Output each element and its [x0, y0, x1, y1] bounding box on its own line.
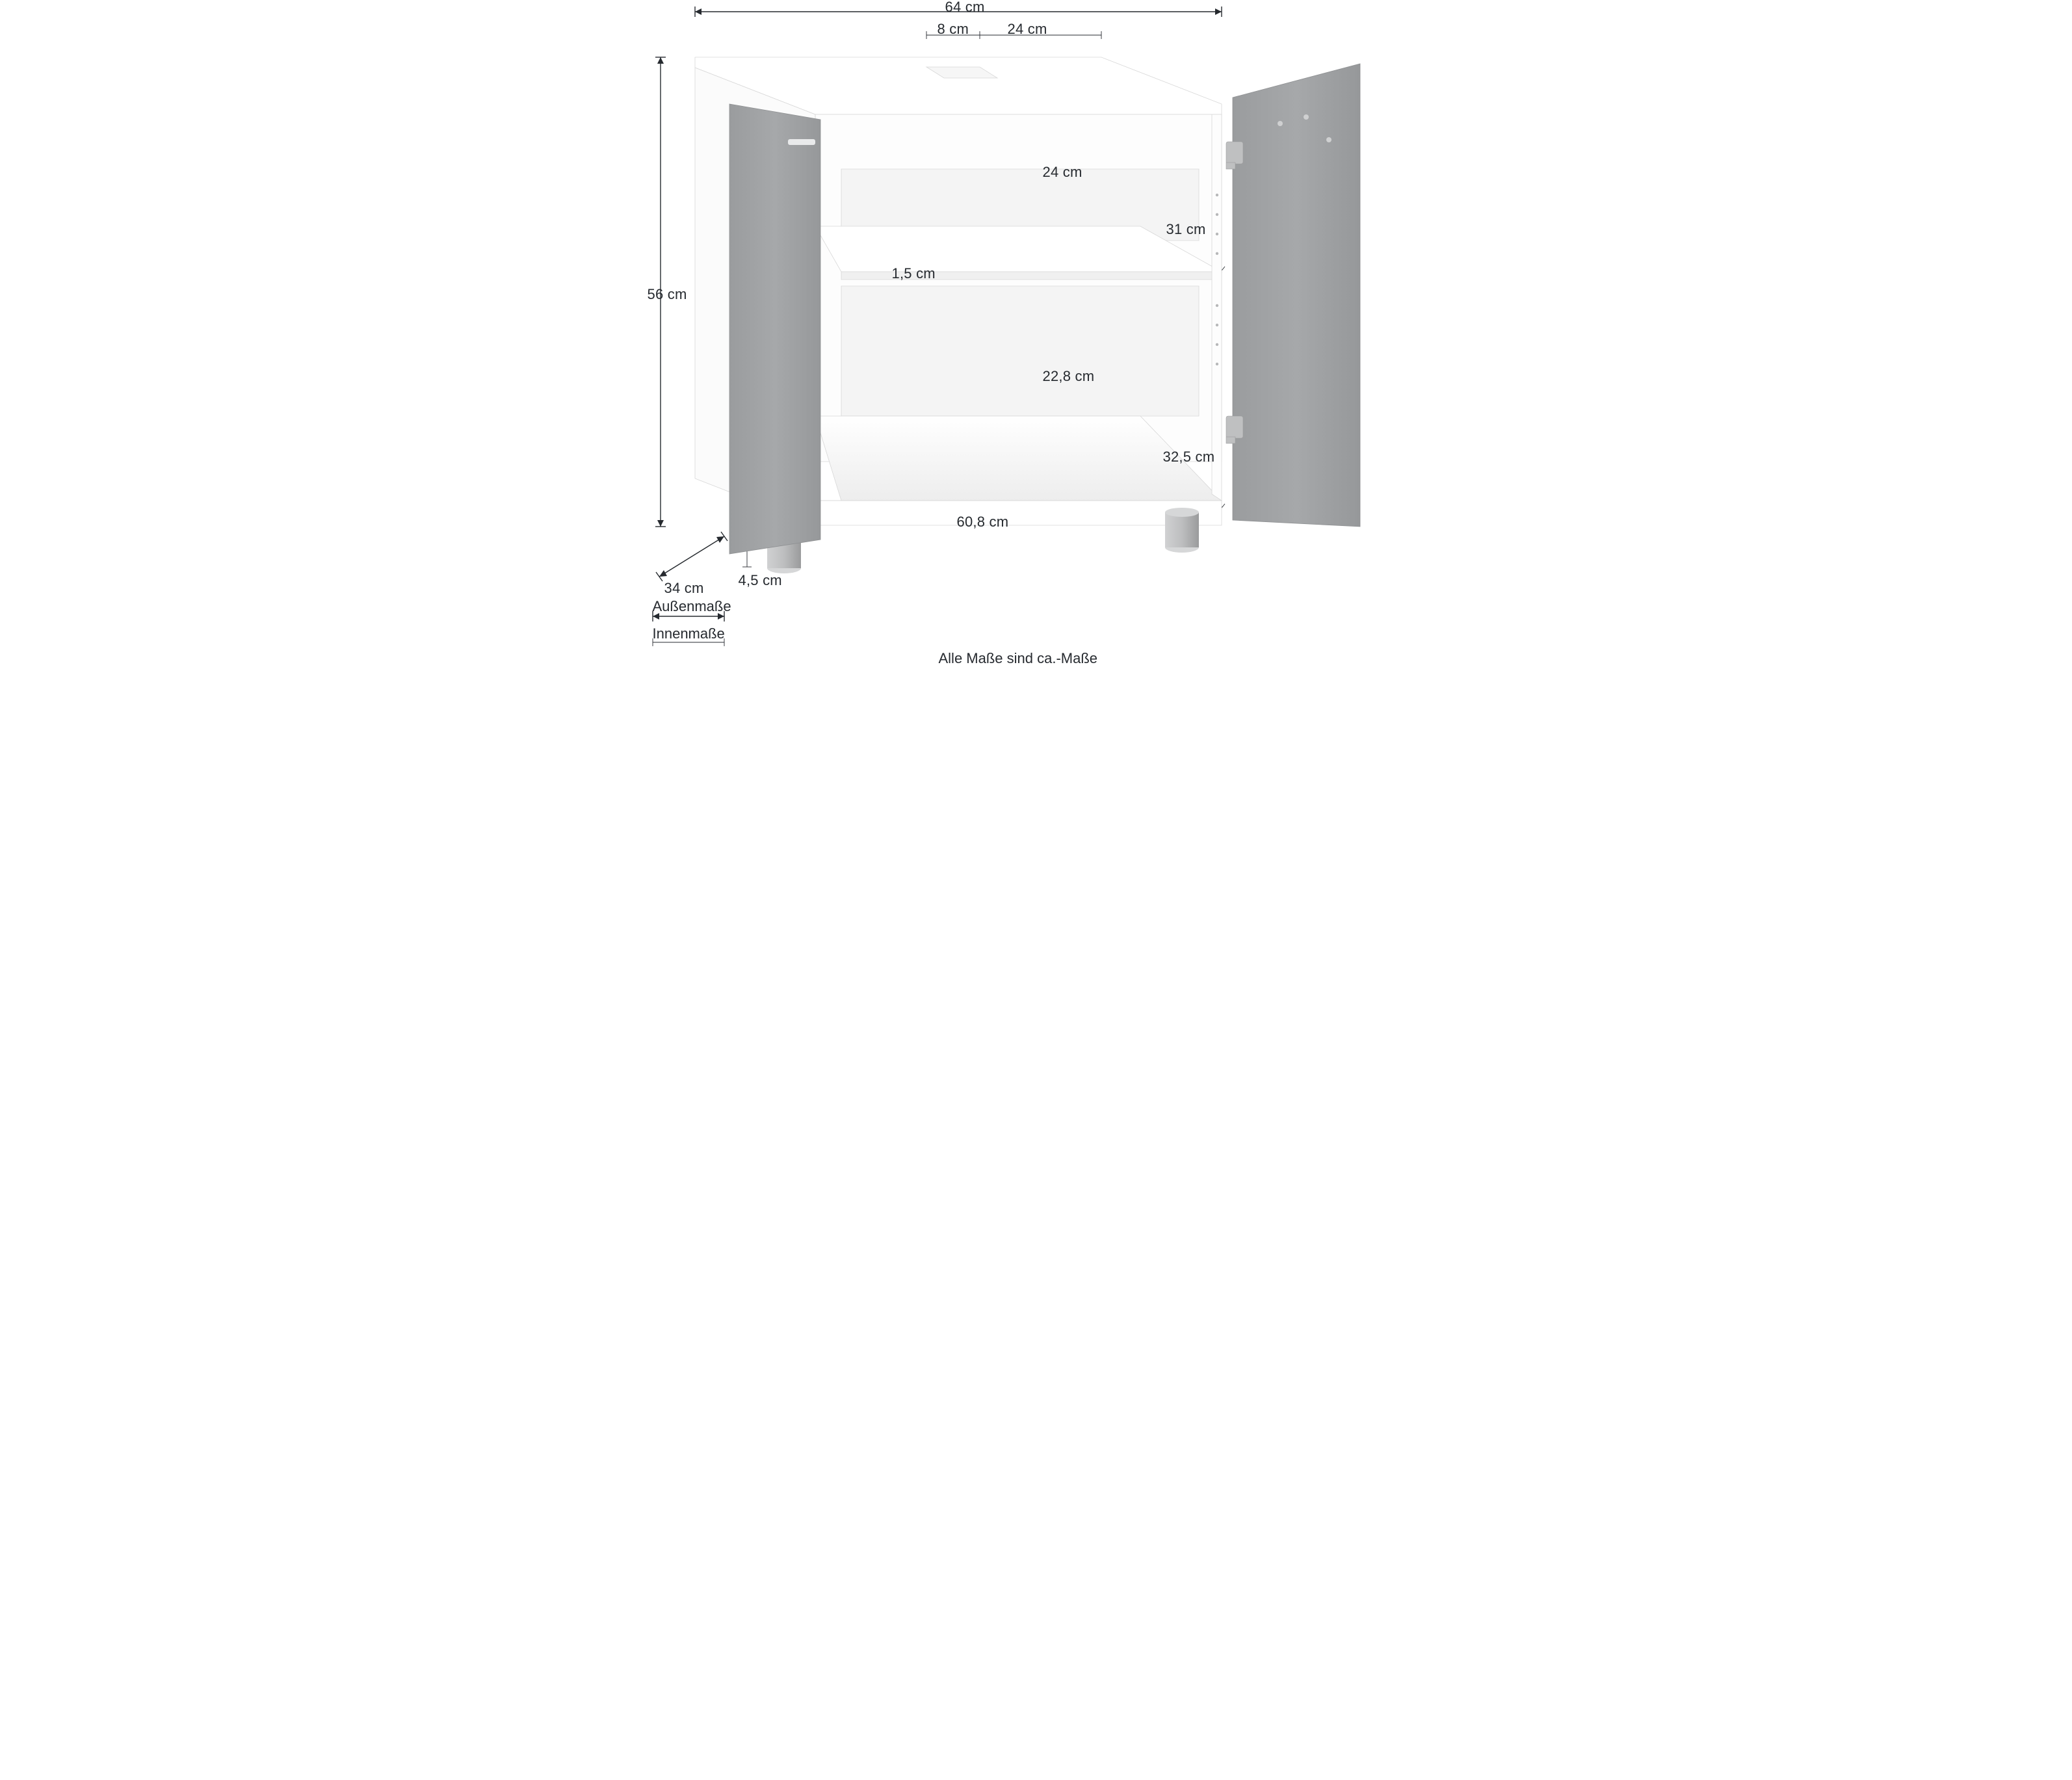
left-door [729, 104, 820, 554]
label-shelf-thickness: 1,5 cm [892, 265, 936, 282]
caption: Alle Maße sind ca.-Maße [939, 650, 1098, 667]
label-foot-height: 4,5 cm [739, 572, 782, 589]
label-lower-inner: 22,8 cm [1043, 368, 1095, 385]
label-inner-width: 60,8 cm [957, 514, 1009, 530]
legend-outer-label: Außenmaße [653, 598, 731, 615]
legend-inner-label: Innenmaße [653, 625, 725, 642]
diagram-stage: 64 cm 8 cm 24 cm 56 cm 34 cm 4,5 cm 24 c… [646, 0, 1426, 670]
cabinet [695, 57, 1360, 573]
dim-depth-total [656, 532, 728, 581]
label-cutout-width: 8 cm [938, 21, 969, 38]
label-width-total: 64 cm [945, 0, 985, 16]
right-door [1226, 64, 1360, 527]
left-door-handle [788, 139, 815, 145]
base-front [815, 501, 1222, 525]
label-base-depth: 32,5 cm [1163, 449, 1215, 465]
label-cutout-offset: 24 cm [1008, 21, 1047, 38]
diagram-svg [646, 0, 1426, 670]
label-upper-inner: 24 cm [1043, 164, 1082, 181]
label-depth-total: 34 cm [664, 580, 704, 597]
right-inner-side [1212, 114, 1222, 501]
lower-back-recess [841, 286, 1199, 416]
label-height-total: 56 cm [648, 286, 687, 303]
label-shelf-depth: 31 cm [1166, 221, 1206, 238]
